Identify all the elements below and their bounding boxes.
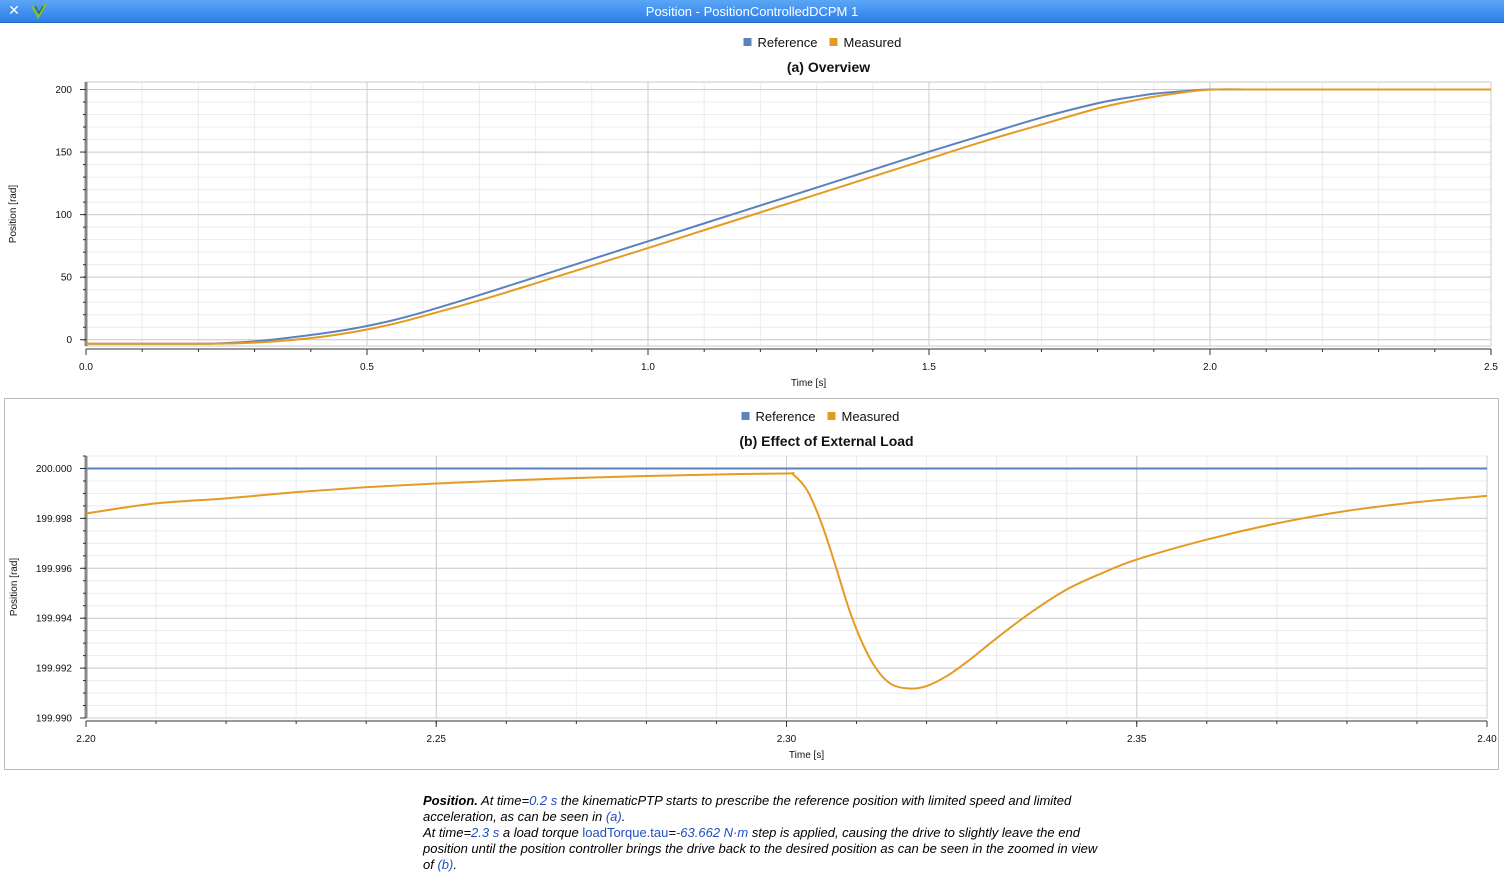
y-tick-label: 199.998 xyxy=(36,514,73,525)
x-tick-label: 2.0 xyxy=(1203,362,1217,373)
caption-time-value: 0.2 s xyxy=(529,793,558,808)
x-axis-label: Time [s] xyxy=(791,378,826,389)
caption-variable-link[interactable]: loadTorque.tau xyxy=(582,825,669,840)
caption-figure-link[interactable]: (b) xyxy=(437,857,454,872)
caption-text: . xyxy=(621,809,626,824)
series-line-measured xyxy=(86,88,1491,345)
external-load-chart: Reference Measured (b) Effect of External … xyxy=(9,409,1497,761)
y-tick-label: 199.994 xyxy=(36,614,73,625)
overview-chart: Reference Measured (a) Overview 0.0 0.5 1.0 1.… xyxy=(8,35,1498,389)
plot-panel-external-load[interactable]: Reference Measured (b) Effect of External … xyxy=(4,398,1499,770)
caption-text: step is applied, causing the drive to sl… xyxy=(423,825,1098,872)
y-tick-label: 200 xyxy=(55,85,72,96)
y-tick-label: 100 xyxy=(55,210,72,221)
caption-figure-link[interactable]: (a) xyxy=(605,809,622,824)
window-title: Position - PositionControlledDCPM 1 xyxy=(645,4,859,19)
legend-label: Measured xyxy=(842,409,900,424)
legend-label: Reference xyxy=(756,409,816,424)
caption-text: . xyxy=(453,857,457,872)
legend-swatch xyxy=(741,412,750,420)
caption-torque-value: -63.662 N·m xyxy=(675,825,749,840)
x-tick-label: 2.35 xyxy=(1127,734,1147,745)
caption-paragraph-2: At time=2.3 s a load torque loadTorque.t… xyxy=(423,825,1103,873)
legend-label: Measured xyxy=(844,35,902,50)
caption-text: the kinematicPTP starts to prescribe the… xyxy=(423,793,1072,824)
plot-panel-overview[interactable]: Reference Measured (a) Overview 0.0 0.5 1.0 1.… xyxy=(2,24,1502,394)
x-tick-label: 2.30 xyxy=(777,734,797,745)
series-line-measured xyxy=(86,472,1487,690)
x-axis-label: Time [s] xyxy=(789,750,824,761)
x-tick-label: 0.5 xyxy=(360,362,374,373)
x-tick-label: 2.5 xyxy=(1484,362,1498,373)
y-tick-label: 199.990 xyxy=(36,714,73,725)
y-axis-label: Position [rad] xyxy=(9,558,20,617)
close-icon[interactable]: ✕ xyxy=(8,2,20,18)
x-tick-label: 2.40 xyxy=(1477,734,1497,745)
legend-swatch xyxy=(829,38,838,46)
caption-text: = xyxy=(668,825,676,840)
legend-swatch xyxy=(743,38,752,46)
y-tick-label: 199.996 xyxy=(36,564,73,575)
y-axis-label: Position [rad] xyxy=(8,185,19,244)
x-tick-label: 1.5 xyxy=(922,362,936,373)
x-tick-label: 1.0 xyxy=(641,362,655,373)
x-tick-label: 2.20 xyxy=(76,734,96,745)
legend-swatch xyxy=(827,412,836,420)
caption-text: At time= xyxy=(423,825,472,840)
window-titlebar: ✕ Position - PositionControlledDCPM 1 xyxy=(0,0,1504,23)
x-tick-label: 2.25 xyxy=(427,734,447,745)
caption-text: At time= xyxy=(477,793,530,808)
y-tick-label: 150 xyxy=(55,148,72,159)
y-tick-label: 50 xyxy=(61,273,73,284)
caption-text: a load torque xyxy=(499,825,583,840)
caption-paragraph-1: Position. At time=0.2 s the kinematicPTP… xyxy=(423,793,1103,825)
description-caption: Position. At time=0.2 s the kinematicPTP… xyxy=(423,793,1103,873)
app-icon xyxy=(30,3,48,20)
chart-title: (a) Overview xyxy=(787,59,870,75)
y-tick-label: 199.992 xyxy=(36,664,73,675)
y-tick-label: 0 xyxy=(66,335,72,346)
chart-title: (b) Effect of External Load xyxy=(739,433,913,449)
caption-bold-title: Position. xyxy=(423,793,478,808)
plot-area xyxy=(85,81,1492,347)
caption-time-value: 2.3 s xyxy=(471,825,500,840)
x-tick-label: 0.0 xyxy=(79,362,93,373)
legend-label: Reference xyxy=(758,35,818,50)
y-tick-label: 200.000 xyxy=(36,464,73,475)
